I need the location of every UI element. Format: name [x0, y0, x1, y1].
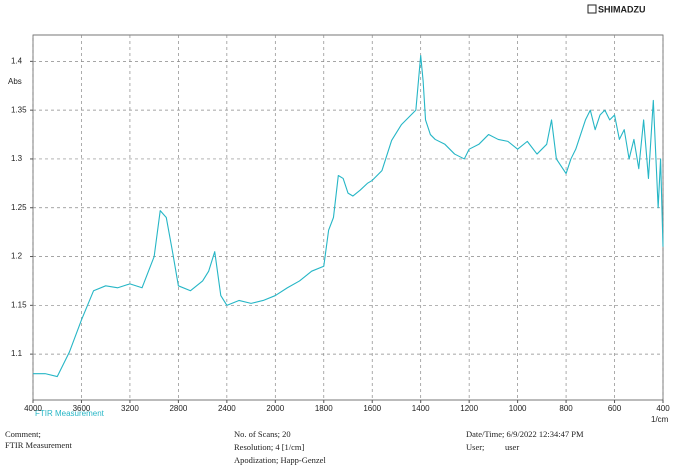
x-tick-label: 1000	[509, 404, 527, 413]
y-tick-label: 1.35	[11, 105, 27, 114]
x-tick-label: 2000	[266, 404, 284, 413]
y-tick-label: 1.15	[11, 300, 27, 309]
spectrum-line	[33, 54, 664, 378]
y-tick-label: 1.2	[11, 252, 23, 261]
apodization: Apodization; Happ-Genzel	[234, 455, 326, 465]
x-tick-label: 2800	[169, 404, 187, 413]
x-tick-label: 4000	[24, 404, 42, 413]
x-tick-label: 1200	[460, 404, 478, 413]
user: user	[505, 442, 519, 452]
user-label: User;	[466, 442, 484, 452]
x-tick-label: 400	[656, 404, 670, 413]
x-tick-label: 600	[608, 404, 622, 413]
scans: No. of Scans; 20	[234, 429, 291, 439]
x-tick-label: 2400	[218, 404, 236, 413]
logo-icon	[587, 4, 597, 14]
comment-label: Comment;	[5, 429, 41, 439]
subtitle: FTIR Measurement	[35, 409, 105, 418]
x-tick-label: 1600	[363, 404, 381, 413]
x-tick-label: 3200	[121, 404, 139, 413]
x-tick-label: 1800	[315, 404, 333, 413]
x-tick-label: 800	[559, 404, 573, 413]
y-tick-label: 1.1	[11, 349, 23, 358]
datetime: Date/Time; 6/9/2022 12:34:47 PM	[466, 429, 584, 439]
resolution: Resolution; 4 [1/cm]	[234, 442, 305, 452]
comment: FTIR Measurement	[5, 440, 72, 450]
x-axis-label: 1/cm	[651, 415, 669, 424]
y-tick-label: 1.25	[11, 203, 27, 212]
y-tick-label: 1.4	[11, 56, 23, 65]
brand: SHIMADZU	[598, 4, 646, 14]
plot-frame	[32, 34, 664, 401]
y-axis-label: Abs	[8, 77, 22, 86]
y-tick-label: 1.3	[11, 154, 23, 163]
x-tick-label: 3600	[73, 404, 91, 413]
x-tick-label: 1400	[412, 404, 430, 413]
